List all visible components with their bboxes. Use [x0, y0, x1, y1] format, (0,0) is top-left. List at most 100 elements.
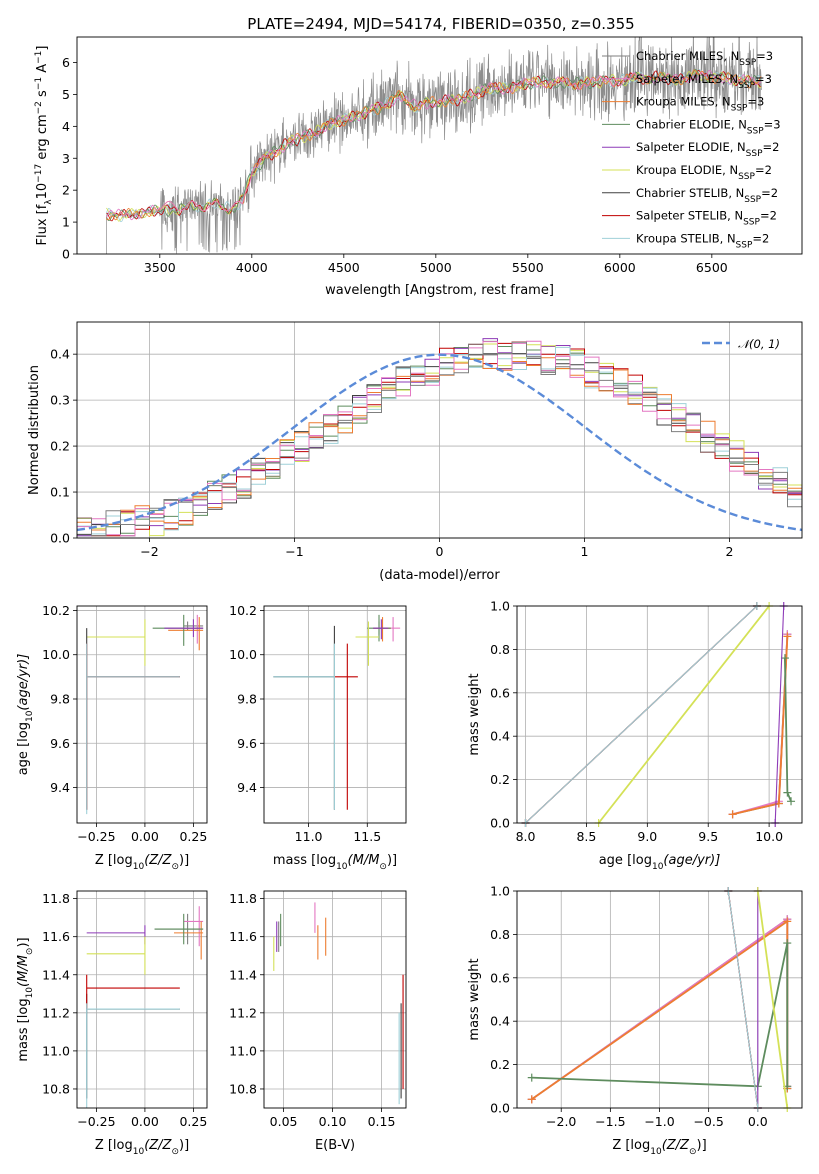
y-tick-label: 11.0: [42, 1043, 70, 1058]
y-tick-label: 10.8: [229, 1081, 257, 1096]
y-tick-label: 5: [62, 87, 70, 102]
residual-hist-kroupa_miles: [77, 357, 802, 531]
x-tick-label: −0.5: [693, 1114, 723, 1129]
x-tick-label: −0.25: [77, 829, 115, 844]
y-tick-label: 0: [62, 247, 70, 262]
x-tick-label: 5500: [512, 260, 544, 275]
x-tick-label: 1: [581, 544, 589, 559]
series-line-kroupa_elodie: [756, 891, 789, 1108]
series-line-salpeter_elodie: [774, 606, 785, 823]
y-tick-label: 9.6: [50, 736, 70, 751]
errorbar-kroupa_miles: [174, 921, 204, 960]
legend-label-kroupa_stelib: Kroupa STELIB, NSSP=2: [636, 231, 769, 250]
mass_vs_Z-ylabel: mass [log10(M/M⊙)]: [16, 937, 35, 1061]
y-tick-label: 2: [62, 183, 70, 198]
errorbar-kroupa_elodie: [86, 619, 146, 666]
legend-label-salpeter_miles: Salpeter MILES, NSSP=3: [636, 72, 772, 91]
series-line-kroupa_stelib: [727, 891, 759, 1108]
x-tick-label: 0.00: [131, 1114, 159, 1129]
residuals-ylabel: Normed distribution: [27, 365, 42, 495]
y-tick-label: 0.2: [50, 439, 70, 454]
weight_vs_Z-axes: −2.0 −1.5 −1.0 −0.5 0.0 0.0 0.2 0.4 0.6 0.8 1.0: [490, 884, 802, 1129]
mass_vs_ebv-frame: [263, 890, 407, 1109]
x-tick-label: 11.5: [353, 829, 381, 844]
y-tick-label: 0.0: [490, 816, 510, 831]
errorbar-chabrier_elodie: [154, 913, 204, 945]
x-tick-label: 3500: [144, 260, 176, 275]
series-line-kroupa_stelib: [525, 606, 758, 823]
y-tick-label: 10.2: [229, 603, 257, 618]
residual-hist-chabrier_stelib: [77, 353, 802, 537]
y-tick-label: 0.1: [50, 485, 70, 500]
x-tick-label: 9.0: [637, 829, 657, 844]
observed-spectrum: [106, 37, 762, 254]
y-tick-label: 0.4: [490, 1014, 510, 1029]
y-tick-label: 10.8: [42, 1081, 70, 1096]
mass_vs_Z-axes: −0.25 0.00 0.25 10.8 11.0 11.2 11.4 11.6 11.8: [42, 891, 207, 1129]
x-tick-label: 0.0: [748, 1114, 768, 1129]
y-tick-label: 10.2: [42, 603, 70, 618]
errorbar-kroupa_stelib: [86, 1003, 180, 1108]
y-tick-label: 11.8: [229, 891, 257, 906]
y-tick-label: 9.4: [50, 780, 70, 795]
weight_vs_Z-frame: [516, 890, 803, 1109]
age_vs_Z-ylabel: age [log10(age/yr)]: [16, 654, 35, 776]
y-tick-label: 10.0: [42, 647, 70, 662]
x-tick-label: 2: [726, 544, 734, 559]
errorbar-kroupa_elodie: [86, 936, 146, 975]
x-tick-label: 8.5: [576, 829, 596, 844]
x-tick-label: 8.0: [516, 829, 536, 844]
errorbar-kroupa_stelib: [86, 643, 180, 815]
age_vs_mass-frame: [263, 605, 407, 824]
residual-hist-chabrier_miles: [77, 341, 802, 537]
errorbar-salpeter_elodie: [373, 619, 389, 640]
legend-label-salpeter_elodie: Salpeter ELODIE, NSSP=2: [636, 140, 779, 159]
y-tick-label: 0.6: [490, 970, 510, 985]
model-spectrum-kroupa_elodie: [106, 70, 762, 222]
series-line-chabrier_elodie: [531, 942, 789, 1088]
x-tick-label: −2.0: [546, 1114, 576, 1129]
spectrum-ylabel: Flux [fλ10−17 erg cm−2 s−1 A−1]: [34, 46, 54, 246]
model-spectrum-salpeter_miles: [106, 69, 762, 221]
weight_vs_Z-ylabel: mass weight: [467, 958, 482, 1040]
errorbar-salpeter_elodie: [164, 619, 204, 637]
x-tick-label: 11.0: [295, 829, 323, 844]
x-tick-label: 10.0: [755, 829, 783, 844]
y-tick-label: 9.8: [50, 692, 70, 707]
y-tick-label: 9.8: [237, 692, 257, 707]
x-tick-label: 0: [436, 544, 444, 559]
errorbar-salpeter_elodie: [86, 925, 146, 945]
residual-hist-salpeter_stelib: [77, 341, 802, 537]
y-tick-label: 11.8: [42, 891, 70, 906]
errorbar-salpeter_stelib: [86, 643, 180, 810]
errorbar-salpeter_miles: [384, 617, 401, 642]
y-tick-label: 11.6: [229, 929, 257, 944]
errorbar-salpeter_miles: [183, 906, 204, 947]
series-marker-kroupa_miles: [527, 1095, 536, 1104]
residual-hist-chabrier_elodie: [77, 340, 802, 537]
errorbar-chabrier_stelib: [273, 625, 335, 810]
weight_vs_age-frame: [516, 605, 803, 824]
weight_vs_age-xlabel: age [log10(age/yr)]: [599, 853, 721, 872]
mass_vs_Z-xlabel: Z [log10(Z/Z⊙)]: [95, 1138, 189, 1157]
legend-label-kroupa_elodie: Kroupa ELODIE, NSSP=2: [636, 163, 772, 182]
spectrum-axes: 3500 4000 4500 5000 5500 6000 6500 0 1 2 3 4 5 6: [62, 55, 728, 275]
x-tick-label: −2: [140, 544, 158, 559]
mass_vs_ebv-axes: 0.05 0.10 0.15 10.8 11.0 11.2 11.4 11.6 11.8: [229, 891, 406, 1129]
y-tick-label: 6: [62, 55, 70, 70]
x-tick-label: 4500: [328, 260, 360, 275]
x-tick-label: 0.05: [270, 1114, 298, 1129]
y-tick-label: 0.2: [490, 1057, 510, 1072]
y-tick-label: 0.0: [50, 531, 70, 546]
y-tick-label: 3: [62, 151, 70, 166]
legend-label-chabrier_stelib: Chabrier STELIB, NSSP=2: [636, 186, 778, 205]
age_vs_Z-axes: −0.25 0.00 0.25 9.4 9.6 9.8 10.0 10.2: [42, 603, 207, 844]
spectrum-xlabel: wavelength [Angstrom, rest frame]: [325, 283, 554, 298]
errorbar-kroupa_miles: [373, 617, 391, 642]
x-tick-label: −0.25: [77, 1114, 115, 1129]
weight_vs_age-ylabel: mass weight: [467, 673, 482, 755]
age_vs_Z-frame: [76, 605, 208, 824]
series-marker-chabrier_elodie: [527, 1073, 536, 1082]
y-tick-label: 0.8: [490, 927, 510, 942]
